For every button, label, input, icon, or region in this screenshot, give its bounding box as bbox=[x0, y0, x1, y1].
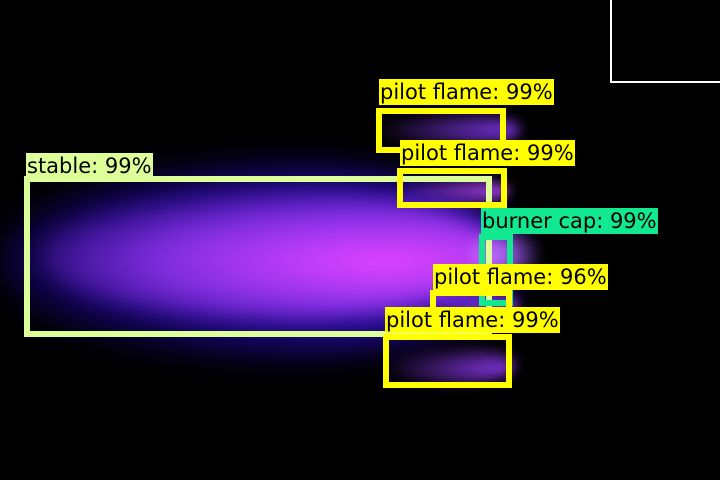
inset-frame bbox=[610, 0, 720, 83]
stable-box bbox=[24, 176, 492, 337]
pilot-flame-label: pilot flame: 99% bbox=[400, 140, 575, 166]
burner-cap-label: burner cap: 99% bbox=[481, 208, 658, 234]
stable-label: stable: 99% bbox=[26, 153, 153, 179]
main-flame-core bbox=[40, 190, 500, 320]
pilot-flame-label: pilot flame: 99% bbox=[385, 307, 560, 333]
pilot-flame-label: pilot flame: 99% bbox=[379, 79, 554, 105]
pilot-flame-label: pilot flame: 96% bbox=[433, 264, 608, 290]
pilot-flame-glow bbox=[385, 345, 515, 385]
pilot-flame-box bbox=[397, 168, 507, 208]
pilot-flame-box bbox=[383, 334, 512, 388]
